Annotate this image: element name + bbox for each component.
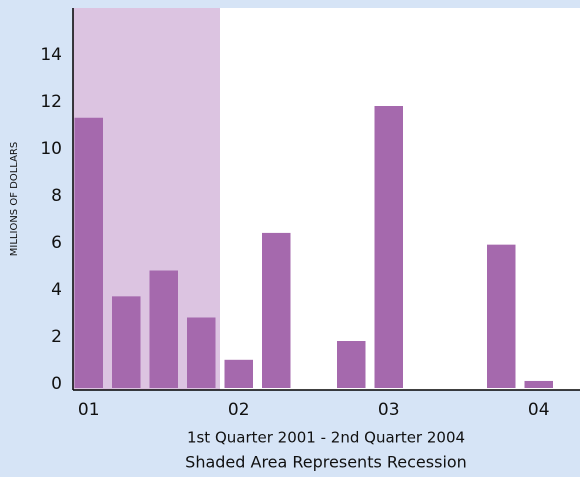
x-tick-label: 02 bbox=[228, 400, 250, 420]
y-tick-label: 10 bbox=[40, 139, 62, 159]
y-tick-label: 2 bbox=[51, 327, 62, 347]
bar bbox=[149, 270, 178, 388]
y-tick-label: 4 bbox=[51, 280, 62, 300]
y-tick-label: 8 bbox=[51, 186, 62, 206]
y-tick-label: 6 bbox=[51, 233, 62, 253]
y-tick-label: 12 bbox=[40, 92, 62, 112]
x-tick-label: 01 bbox=[78, 400, 100, 420]
bar bbox=[374, 106, 403, 388]
x-tick-label: 04 bbox=[528, 400, 550, 420]
y-tick-label: 14 bbox=[40, 45, 62, 65]
y-tick-label: 0 bbox=[51, 374, 62, 394]
bar bbox=[337, 341, 366, 388]
x-axis-label: 1st Quarter 2001 - 2nd Quarter 2004 bbox=[187, 429, 465, 447]
y-axis-label: MILLIONS OF DOLLARS bbox=[9, 142, 20, 256]
bar bbox=[74, 117, 103, 388]
bar bbox=[524, 380, 553, 388]
x-tick-label: 03 bbox=[378, 400, 400, 420]
note: Shaded Area Represents Recession bbox=[185, 453, 467, 472]
bar bbox=[262, 232, 291, 388]
bar bbox=[224, 359, 253, 388]
bar bbox=[487, 244, 516, 388]
bar bbox=[112, 296, 141, 388]
bar bbox=[187, 317, 216, 388]
